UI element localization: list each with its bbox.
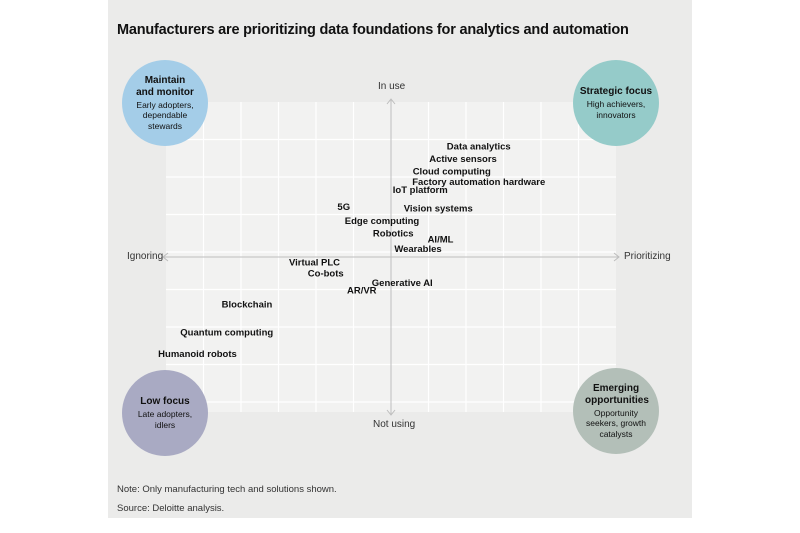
chart-title: Manufacturers are prioritizing data foun… — [117, 22, 629, 38]
point-label-robotics: Robotics — [373, 228, 414, 239]
chart-note: Note: Only manufacturing tech and soluti… — [117, 484, 337, 495]
x-axis-left-label: Ignoring — [127, 251, 164, 262]
y-axis-top-label: In use — [378, 81, 406, 92]
point-label-factory-automation-hardware: Factory automation hardware — [412, 177, 545, 188]
quadrant-subtitle: Opportunity seekers, growth catalysts — [586, 407, 646, 439]
quadrant-title: Emerging opportunities — [585, 382, 649, 406]
x-axis-arrow-right — [613, 252, 620, 262]
axes — [162, 98, 620, 416]
x-axis-right-label: Prioritizing — [624, 251, 671, 262]
quadrant-title: Low focus — [140, 396, 190, 407]
point-label-wearables: Wearables — [394, 244, 441, 255]
point-label-data-analytics: Data analytics — [447, 141, 511, 152]
quadrant-subtitle: High achievers, innovators — [586, 99, 646, 120]
y-axis-bottom-label: Not using — [373, 419, 416, 430]
quadrant-subtitle: Late adopters, idlers — [137, 409, 193, 430]
point-label-ar-vr: AR/VR — [347, 286, 377, 297]
quadrant-emerging-opportunities: Emerging opportunities Opportunity seeke… — [573, 368, 659, 454]
point-label-edge-computing: Edge computing — [345, 216, 420, 227]
point-label-iot-platform: IoT platform — [393, 185, 448, 196]
point-label-virtual-plc: Virtual PLC — [289, 258, 340, 269]
point-label-humanoid-robots: Humanoid robots — [158, 349, 237, 360]
point-label-vision-systems: Vision systems — [404, 203, 473, 214]
quadrant-strategic-focus: Strategic focus High achievers, innovato… — [573, 60, 659, 146]
point-label-co-bots: Co-bots — [308, 269, 344, 280]
point-label-active-sensors: Active sensors — [429, 154, 497, 165]
y-axis-arrow-top — [386, 98, 396, 105]
x-axis-arrow-left — [162, 252, 169, 262]
quadrant-low-focus: Low focus Late adopters, idlers — [122, 370, 208, 456]
point-label-generative-ai: Generative AI — [372, 278, 433, 289]
quadrant-subtitle: Early adopters, dependable stewards — [136, 99, 194, 131]
quadrant-title: Strategic focus — [579, 86, 653, 97]
point-label-5g: 5G — [337, 202, 350, 213]
quadrant-maintain-and-monitor: Maintain and monitor Early adopters, dep… — [122, 60, 208, 146]
y-axis-arrow-bottom — [386, 409, 396, 416]
point-label-cloud-computing: Cloud computing — [413, 166, 491, 177]
point-label-blockchain: Blockchain — [222, 300, 273, 311]
point-label-ai-ml: AI/ML — [428, 234, 454, 245]
point-label-quantum-computing: Quantum computing — [180, 327, 273, 338]
chart-source: Source: Deloitte analysis. — [117, 503, 225, 514]
quadrant-title: Maintain and monitor — [136, 74, 194, 98]
